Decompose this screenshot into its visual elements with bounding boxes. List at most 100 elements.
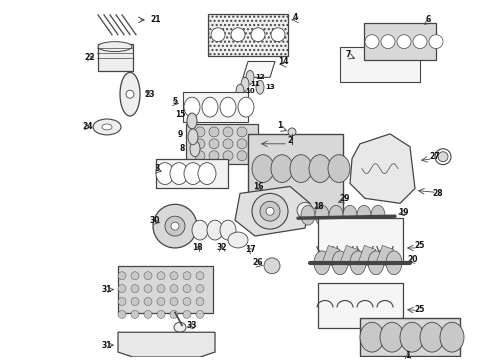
Text: 26: 26: [253, 258, 263, 267]
Bar: [358, 246, 376, 266]
Text: 25: 25: [415, 305, 425, 314]
Bar: [98, 44, 132, 71]
Ellipse shape: [157, 272, 165, 280]
Ellipse shape: [343, 205, 357, 225]
Text: 21: 21: [151, 15, 161, 24]
Text: 18: 18: [313, 202, 323, 211]
Ellipse shape: [211, 28, 225, 42]
Text: 30: 30: [150, 216, 160, 225]
Ellipse shape: [120, 72, 140, 116]
Ellipse shape: [264, 258, 280, 274]
Text: 6: 6: [425, 15, 431, 24]
Polygon shape: [243, 62, 275, 77]
Ellipse shape: [220, 97, 236, 117]
Ellipse shape: [220, 220, 236, 240]
Ellipse shape: [190, 141, 200, 157]
Ellipse shape: [196, 272, 204, 280]
Text: 24: 24: [83, 122, 93, 131]
Text: 28: 28: [433, 189, 443, 198]
Ellipse shape: [228, 232, 248, 248]
Text: 5: 5: [172, 97, 177, 106]
Text: 13: 13: [265, 84, 275, 90]
Bar: [340, 246, 358, 266]
Text: 19: 19: [398, 208, 408, 217]
Text: 31: 31: [102, 285, 112, 294]
Text: 15: 15: [175, 109, 185, 118]
Text: 16: 16: [253, 182, 263, 191]
Bar: [182, 92, 247, 122]
Ellipse shape: [198, 163, 216, 184]
Ellipse shape: [357, 205, 371, 225]
Ellipse shape: [118, 272, 126, 280]
Text: 4: 4: [293, 13, 297, 22]
Ellipse shape: [153, 204, 197, 248]
Ellipse shape: [195, 139, 205, 149]
Ellipse shape: [207, 220, 223, 240]
Ellipse shape: [435, 149, 451, 165]
Ellipse shape: [252, 193, 288, 229]
Ellipse shape: [144, 285, 152, 293]
Text: 1: 1: [405, 351, 411, 360]
Ellipse shape: [170, 285, 178, 293]
Ellipse shape: [386, 251, 402, 275]
Bar: [322, 246, 340, 266]
Ellipse shape: [290, 155, 312, 183]
Ellipse shape: [236, 84, 244, 98]
Ellipse shape: [309, 155, 331, 183]
Ellipse shape: [241, 77, 249, 91]
Ellipse shape: [288, 128, 296, 136]
Ellipse shape: [118, 285, 126, 293]
Ellipse shape: [231, 28, 245, 42]
Ellipse shape: [157, 310, 165, 318]
Ellipse shape: [183, 310, 191, 318]
Bar: [118, 266, 213, 314]
Ellipse shape: [195, 151, 205, 161]
Ellipse shape: [271, 155, 293, 183]
Text: 25: 25: [415, 242, 425, 251]
Ellipse shape: [196, 297, 204, 306]
Ellipse shape: [266, 207, 274, 215]
Ellipse shape: [360, 322, 384, 352]
Ellipse shape: [237, 151, 247, 161]
Ellipse shape: [368, 251, 384, 275]
Ellipse shape: [397, 35, 411, 49]
Polygon shape: [350, 134, 415, 203]
Ellipse shape: [157, 297, 165, 306]
Ellipse shape: [328, 155, 350, 183]
Ellipse shape: [209, 127, 219, 137]
Ellipse shape: [183, 285, 191, 293]
Ellipse shape: [315, 205, 329, 225]
Polygon shape: [118, 332, 215, 357]
Text: 23: 23: [145, 90, 155, 99]
Text: 20: 20: [408, 255, 418, 264]
Ellipse shape: [246, 71, 254, 84]
Ellipse shape: [223, 139, 233, 149]
Ellipse shape: [256, 80, 264, 94]
Ellipse shape: [184, 163, 202, 184]
Text: 22: 22: [85, 53, 95, 62]
Ellipse shape: [438, 152, 448, 162]
Ellipse shape: [209, 139, 219, 149]
Ellipse shape: [237, 139, 247, 149]
Ellipse shape: [400, 322, 424, 352]
Ellipse shape: [170, 297, 178, 306]
Text: 27: 27: [430, 152, 441, 161]
Ellipse shape: [184, 97, 200, 117]
Text: 2: 2: [287, 136, 293, 145]
Ellipse shape: [380, 322, 404, 352]
Text: 18: 18: [192, 243, 202, 252]
Bar: [318, 283, 402, 328]
Text: 11: 11: [250, 81, 260, 87]
Ellipse shape: [183, 297, 191, 306]
Ellipse shape: [192, 220, 208, 240]
Ellipse shape: [131, 272, 139, 280]
Polygon shape: [235, 186, 310, 236]
Ellipse shape: [420, 322, 444, 352]
Ellipse shape: [131, 297, 139, 306]
Text: 9: 9: [177, 130, 183, 139]
Ellipse shape: [365, 35, 379, 49]
Bar: [376, 246, 394, 266]
Bar: [340, 47, 420, 82]
Ellipse shape: [297, 202, 313, 218]
Ellipse shape: [223, 127, 233, 137]
